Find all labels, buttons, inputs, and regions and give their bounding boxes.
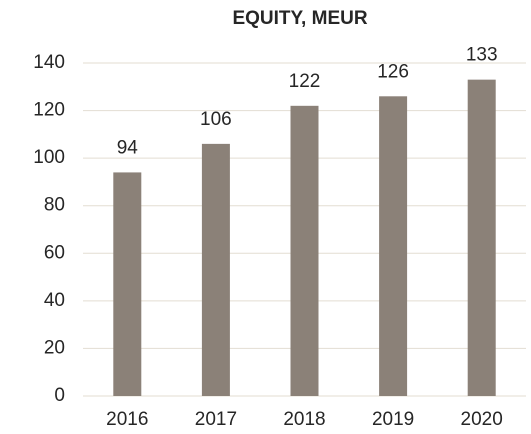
- y-tick-label: 20: [44, 337, 65, 358]
- y-tick-label: 100: [33, 147, 65, 168]
- x-tick-label: 2016: [106, 409, 148, 430]
- x-tick-label: 2019: [372, 409, 414, 430]
- data-label: 133: [466, 45, 498, 66]
- y-tick-label: 60: [44, 242, 65, 263]
- y-tick-label: 80: [44, 195, 65, 216]
- bar: [379, 96, 408, 397]
- bar: [467, 79, 496, 397]
- y-tick-label: 120: [33, 100, 65, 121]
- bar: [290, 105, 319, 397]
- data-label: 94: [117, 137, 139, 158]
- data-label: 106: [200, 109, 232, 130]
- y-tick-label: 140: [33, 52, 65, 73]
- bar: [201, 143, 230, 396]
- x-tick-label: 2017: [195, 409, 237, 430]
- bar: [113, 172, 142, 396]
- data-label: 126: [377, 61, 409, 82]
- data-label: 122: [289, 71, 321, 92]
- chart-title: EQUITY, MEUR: [232, 8, 367, 29]
- y-tick-label: 0: [54, 385, 65, 406]
- x-tick-label: 2018: [283, 409, 325, 430]
- x-tick-label: 2020: [461, 409, 503, 430]
- y-tick-label: 40: [44, 290, 65, 311]
